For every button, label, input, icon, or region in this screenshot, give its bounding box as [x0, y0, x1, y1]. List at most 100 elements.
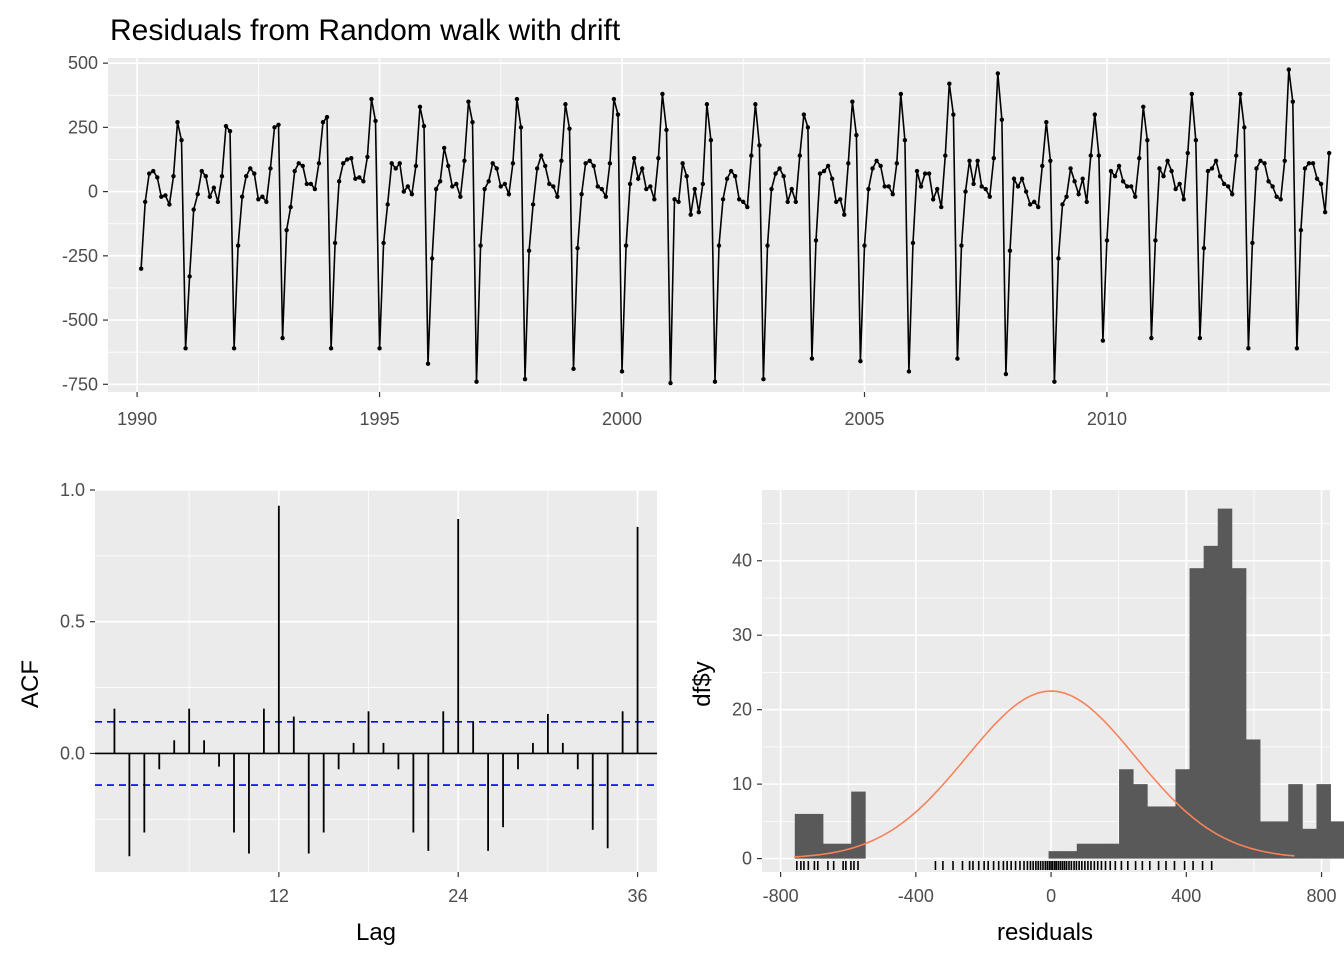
- hist-x-tick-label: -800: [763, 886, 799, 906]
- hist-normal-curve: [794, 690, 1295, 858]
- ts-residual-point: [1230, 191, 1235, 197]
- ts-residual-point: [349, 156, 354, 161]
- ts-residual-point: [389, 161, 394, 166]
- ts-residual-point: [175, 120, 180, 125]
- ts-residual-point: [777, 166, 782, 171]
- ts-residual-point: [490, 161, 495, 166]
- ts-residual-point: [1133, 194, 1138, 199]
- ts-residual-point: [385, 202, 390, 207]
- ts-residual-point: [1120, 179, 1126, 184]
- ts-residual-point: [179, 138, 184, 143]
- hist-y-tick-label: 10: [732, 774, 752, 794]
- ts-residual-point: [627, 181, 633, 187]
- ts-y-tick-label: 250: [68, 117, 98, 137]
- ts-residual-point: [660, 91, 665, 97]
- hist-bar: [1302, 828, 1317, 859]
- ts-residual-point: [248, 166, 253, 171]
- ts-residual-point: [1298, 227, 1304, 233]
- ts-residual-point: [211, 185, 217, 190]
- ts-residual-point: [1044, 120, 1049, 125]
- ts-residual-point: [518, 125, 524, 130]
- ts-residual-point: [340, 161, 346, 166]
- ts-y-tick-label: -750: [62, 374, 98, 394]
- ts-residual-point: [1165, 158, 1170, 163]
- ts-residual-point: [854, 132, 859, 138]
- ts-residual-point: [874, 158, 879, 163]
- ts-residual-point: [405, 184, 411, 189]
- hist-y-tick-label: 0: [742, 849, 752, 869]
- ts-residual-point: [1124, 184, 1130, 189]
- ts-residual-point: [1076, 191, 1081, 197]
- ts-residual-point: [1290, 99, 1296, 104]
- acf-axes: 12 24 36 1.0 0.5 0.0: [60, 480, 648, 906]
- ts-residual-point: [737, 197, 742, 202]
- ts-residual-point: [563, 102, 568, 107]
- ts-residual-point: [498, 184, 503, 189]
- ts-residual-point: [1015, 184, 1021, 189]
- ts-residual-point: [425, 361, 431, 366]
- ts-residual-point: [1019, 176, 1025, 181]
- ts-residual-point: [842, 212, 847, 217]
- ts-residual-point: [1294, 346, 1300, 351]
- ts-residual-point: [522, 376, 528, 382]
- ts-residual-point: [219, 173, 225, 179]
- hist-plot-panel: [762, 490, 1344, 872]
- ts-residual-point: [995, 71, 1001, 76]
- ts-residual-point: [559, 158, 564, 163]
- ts-residual-point: [514, 96, 520, 102]
- ts-residual-point: [712, 379, 718, 384]
- ts-residual-point: [1306, 161, 1312, 166]
- ts-residual-point: [353, 176, 358, 181]
- ts-residual-point: [870, 166, 875, 171]
- ts-residual-point: [930, 197, 936, 202]
- ts-plot-panel: [108, 58, 1332, 392]
- ts-residual-point: [187, 274, 192, 279]
- ts-residual-point: [429, 256, 435, 261]
- ts-residual-point: [1128, 184, 1134, 189]
- ts-residual-point: [745, 204, 750, 210]
- hist-y-tick-label: 40: [732, 551, 752, 571]
- ts-residual-point: [1116, 163, 1122, 169]
- ts-residual-point: [672, 197, 677, 202]
- ts-residual-point: [728, 168, 734, 174]
- ts-residual-point: [789, 186, 794, 192]
- ts-residual-point: [171, 173, 176, 179]
- ts-residual-point: [260, 194, 265, 199]
- hist-bar: [1133, 784, 1148, 859]
- ts-residual-point: [813, 238, 819, 243]
- ts-residual-point: [906, 369, 912, 374]
- ts-residual-point: [922, 171, 928, 176]
- ts-residual-point: [902, 138, 908, 143]
- ts-residual-point: [1080, 176, 1085, 181]
- hist-bar: [794, 813, 810, 859]
- ts-residual-point: [955, 356, 960, 361]
- hist-x-tick-label: -400: [898, 886, 934, 906]
- ts-residual-point: [963, 189, 968, 194]
- ts-residual-point: [437, 179, 443, 184]
- ts-residual-point: [1209, 166, 1215, 171]
- ts-residual-point: [785, 199, 790, 205]
- ts-residual-point: [862, 243, 867, 248]
- ts-residual-point: [151, 168, 156, 174]
- ts-residual-point: [1100, 338, 1106, 343]
- ts-residual-point: [757, 143, 762, 148]
- ts-residual-point: [1040, 163, 1045, 169]
- ts-residual-point: [951, 112, 956, 117]
- ts-x-tick-label: 2000: [602, 409, 642, 429]
- ts-residual-point: [1048, 158, 1053, 163]
- ts-x-tick-label: 1990: [117, 409, 157, 429]
- ts-residual-point: [935, 186, 940, 192]
- ts-residual-point: [1310, 161, 1316, 166]
- ts-residual-point: [833, 199, 839, 205]
- ts-residual-point: [296, 161, 301, 166]
- hist-x-tick-label: 400: [1171, 886, 1201, 906]
- hist-bar: [1048, 851, 1064, 859]
- ts-residual-point: [369, 96, 374, 102]
- ts-residual-point: [809, 356, 815, 361]
- ts-residual-point: [801, 112, 807, 117]
- ts-residual-point: [1137, 156, 1142, 161]
- ts-residual-point: [664, 127, 669, 133]
- ts-residual-point: [478, 243, 483, 248]
- ts-residual-point: [547, 181, 552, 187]
